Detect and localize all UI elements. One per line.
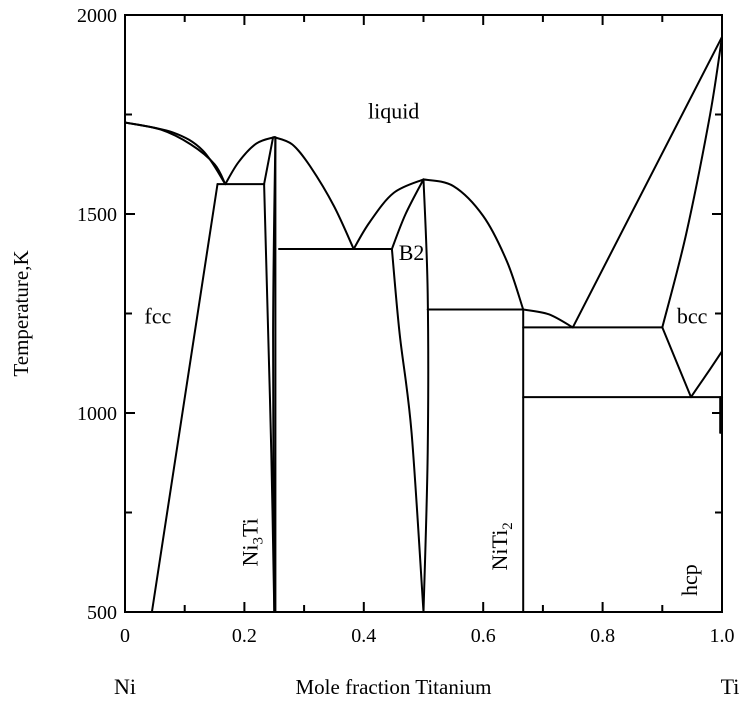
phase-boundary-fcc-solvus (150, 183, 219, 613)
phase-boundary-liquidus-ni3ti-right (273, 136, 355, 250)
phase-boundary-solidus-bcc (661, 35, 723, 329)
phase-boundary-bcc-hcp-right (690, 350, 723, 399)
y-tick-label: 500 (87, 602, 117, 624)
phase-boundary-solidus-fcc (124, 121, 227, 186)
phase-boundary-liquidus-b2-left (352, 178, 425, 250)
phase-boundary-b2-right-solvus (422, 178, 430, 613)
region-label-bcc: bcc (677, 303, 708, 328)
vertical-phase-label: Ni3Ti (238, 518, 267, 566)
region-label-b2: B2 (399, 240, 425, 265)
axis-ticks (124, 14, 723, 613)
phase-boundary-ni3ti-peak-left (263, 136, 275, 186)
x-right-end-label: Ti (721, 674, 740, 699)
x-tick-label: 0.2 (232, 625, 257, 647)
phase-boundary-ni3ti-right-thin (272, 136, 277, 613)
y-axis-title: Temperature,K (9, 250, 33, 376)
region-label-liquid: liquid (368, 98, 419, 123)
x-tick-label: 0.8 (590, 625, 615, 647)
labels: Temperature,K Mole fraction Titanium Ni … (9, 5, 739, 699)
y-tick-label: 1500 (77, 204, 117, 226)
y-tick-label: 2000 (77, 5, 117, 27)
x-tick-label: 0 (120, 625, 130, 647)
plot-frame (124, 14, 723, 613)
vertical-phase-label: hcp (677, 564, 702, 596)
phase-boundary-liquidus-b2-right (422, 178, 525, 311)
x-axis-title: Mole fraction Titanium (296, 675, 492, 699)
region-label-fcc: fcc (144, 303, 171, 328)
y-tick-label: 1000 (77, 403, 117, 425)
phase-boundary-b2-left-solvus (390, 248, 425, 613)
phase-boundaries (124, 35, 723, 613)
phase-boundary-bcc-lower-left (661, 326, 692, 399)
phase-boundary-liquidus-near-nitі2 (522, 308, 574, 329)
vertical-phase-label: NiTi2 (487, 522, 516, 570)
phase-boundary-b2-peak-left (390, 178, 425, 250)
x-tick-label: 0.4 (351, 625, 376, 647)
phase-boundary-liquidus-fcc (124, 121, 227, 186)
x-tick-label: 1.0 (710, 625, 735, 647)
x-left-end-label: Ni (114, 674, 136, 699)
x-tick-label: 0.6 (471, 625, 496, 647)
plot-area-border (124, 14, 723, 613)
phase-boundary-liquidus-bcc (571, 35, 723, 329)
phase-boundary-liquidus-ni3ti-left (224, 136, 276, 186)
